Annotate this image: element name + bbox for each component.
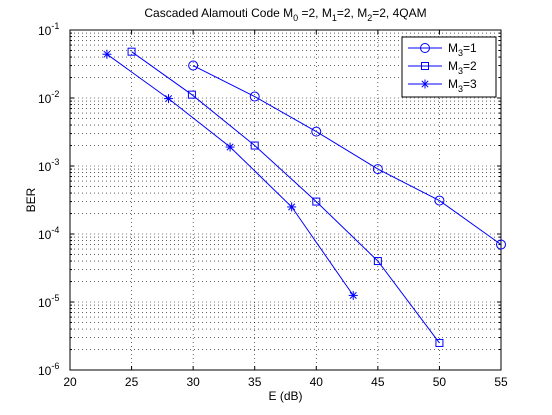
star-marker [164, 94, 174, 104]
star-stroke [288, 203, 296, 211]
tick-labels: 20 25 30 35 40 45 50 55 10-6 10-5 10-4 10-3 10-2 10-1 [38, 21, 508, 389]
circle-marker [249, 91, 260, 102]
square-marker [373, 257, 382, 266]
legend-label: M3=3 [448, 77, 477, 94]
star-marker [102, 49, 112, 59]
star-marker [287, 202, 297, 212]
series-2 [127, 47, 444, 347]
x-tick-label: 25 [125, 375, 139, 389]
series-line [192, 65, 502, 245]
x-axis-title: E (dB) [268, 389, 302, 403]
x-tick-label: 50 [433, 375, 447, 389]
star-stroke [103, 50, 111, 58]
circle-marker [434, 195, 445, 206]
circle-marker [420, 43, 430, 53]
star-marker [225, 142, 235, 152]
star-stroke [226, 143, 234, 151]
square-marker [435, 338, 444, 347]
circle-marker [372, 164, 383, 175]
star-stroke [164, 95, 173, 103]
x-tick-label: 40 [310, 375, 324, 389]
series-1 [188, 60, 506, 250]
y-tick-label: 10-4 [38, 225, 59, 242]
y-tick-label: 10-3 [38, 157, 59, 174]
x-tick-label: 30 [186, 375, 200, 389]
plot-frame [69, 29, 502, 371]
y-tick-label: 10-1 [38, 21, 59, 38]
square-marker [187, 90, 196, 99]
x-tick-label: 45 [371, 375, 385, 389]
x-tick-label: 55 [494, 375, 508, 389]
legend-entry: M3=3 [408, 77, 477, 94]
y-tick-label: 10-6 [38, 361, 59, 378]
series-line [131, 51, 440, 344]
square-marker [127, 47, 136, 56]
y-tick-label: 10-5 [38, 293, 59, 310]
star-marker [348, 290, 358, 300]
square-marker [312, 197, 321, 206]
star-stroke [349, 291, 357, 299]
legend-entry: M3=2 [408, 59, 477, 76]
legend-label: M3=1 [448, 41, 477, 58]
series-layer [102, 47, 506, 347]
star-marker [420, 79, 430, 89]
legend-box [401, 36, 497, 98]
series-3 [102, 49, 358, 300]
legend: M3=1M3=2M3=3 [401, 36, 497, 98]
square-marker [250, 141, 259, 150]
y-axis-title: BER [24, 187, 38, 212]
circle-marker [188, 60, 199, 71]
chart-title: Cascaded Alamouti Code M0 =2, M1=2, M2=2… [144, 6, 426, 23]
square-marker [421, 62, 429, 70]
star-stroke [421, 80, 429, 88]
circle-marker [496, 239, 506, 250]
legend-label: M3=2 [448, 59, 477, 76]
x-tick-label: 35 [248, 375, 262, 389]
x-tick-label: 20 [63, 375, 77, 389]
circle-marker [311, 126, 322, 137]
legend-entry: M3=1 [408, 41, 477, 58]
y-tick-label: 10-2 [38, 89, 59, 106]
